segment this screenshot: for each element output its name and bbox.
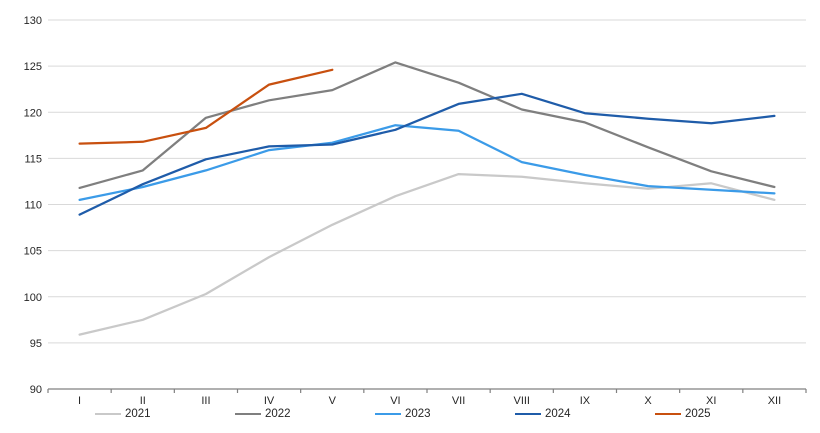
x-axis-tick-label: XI xyxy=(706,395,716,407)
legend-item-2021[interactable]: 2021 xyxy=(95,405,151,423)
legend-item-2025[interactable]: 2025 xyxy=(655,405,711,423)
x-axis-tick-label: IX xyxy=(580,395,591,407)
legend-item-2022[interactable]: 2022 xyxy=(235,405,291,423)
legend-label: 2023 xyxy=(405,408,431,420)
legend-label: 2022 xyxy=(265,408,291,420)
y-axis-tick-label: 130 xyxy=(24,15,42,27)
legend-item-2023[interactable]: 2023 xyxy=(375,405,431,423)
x-axis-tick-label: V xyxy=(329,395,337,407)
x-axis-tick-label: III xyxy=(201,395,210,407)
x-axis-tick-label: XII xyxy=(768,395,781,407)
legend-swatch-2021 xyxy=(95,413,121,415)
y-axis-tick-label: 120 xyxy=(24,107,42,119)
x-axis-tick-label: VI xyxy=(390,395,400,407)
series-line-2021 xyxy=(78,172,776,336)
x-axis-tick-label: II xyxy=(140,395,146,407)
x-axis-tick-label: IV xyxy=(264,395,275,407)
x-axis-tick-label: X xyxy=(644,395,652,407)
legend-item-2024[interactable]: 2024 xyxy=(515,405,571,423)
legend-label: 2021 xyxy=(125,408,151,420)
y-axis-tick-label: 95 xyxy=(30,338,42,350)
legend-swatch-2022 xyxy=(235,413,261,415)
x-axis-tick-label: VII xyxy=(452,395,465,407)
x-axis-tick-label: VIII xyxy=(513,395,530,407)
y-axis-tick-label: 110 xyxy=(24,200,42,212)
chart-legend: 2021 2022 2023 2024 2025 xyxy=(0,405,820,427)
y-axis-tick-label: 115 xyxy=(24,153,42,165)
series-line-2024 xyxy=(78,92,776,216)
y-axis-tick-label: 125 xyxy=(24,61,42,73)
series-line-2022 xyxy=(78,61,776,190)
legend-label: 2024 xyxy=(545,408,571,420)
legend-swatch-2025 xyxy=(655,413,681,415)
series-line-2023 xyxy=(78,124,776,202)
y-axis-tick-label: 90 xyxy=(30,384,42,396)
series-line-2025 xyxy=(78,68,334,145)
legend-swatch-2024 xyxy=(515,413,541,415)
y-axis-tick-label: 100 xyxy=(24,292,42,304)
x-axis-tick-label: I xyxy=(78,395,81,407)
legend-label: 2025 xyxy=(685,408,711,420)
legend-swatch-2023 xyxy=(375,413,401,415)
y-axis-tick-label: 105 xyxy=(24,246,42,258)
